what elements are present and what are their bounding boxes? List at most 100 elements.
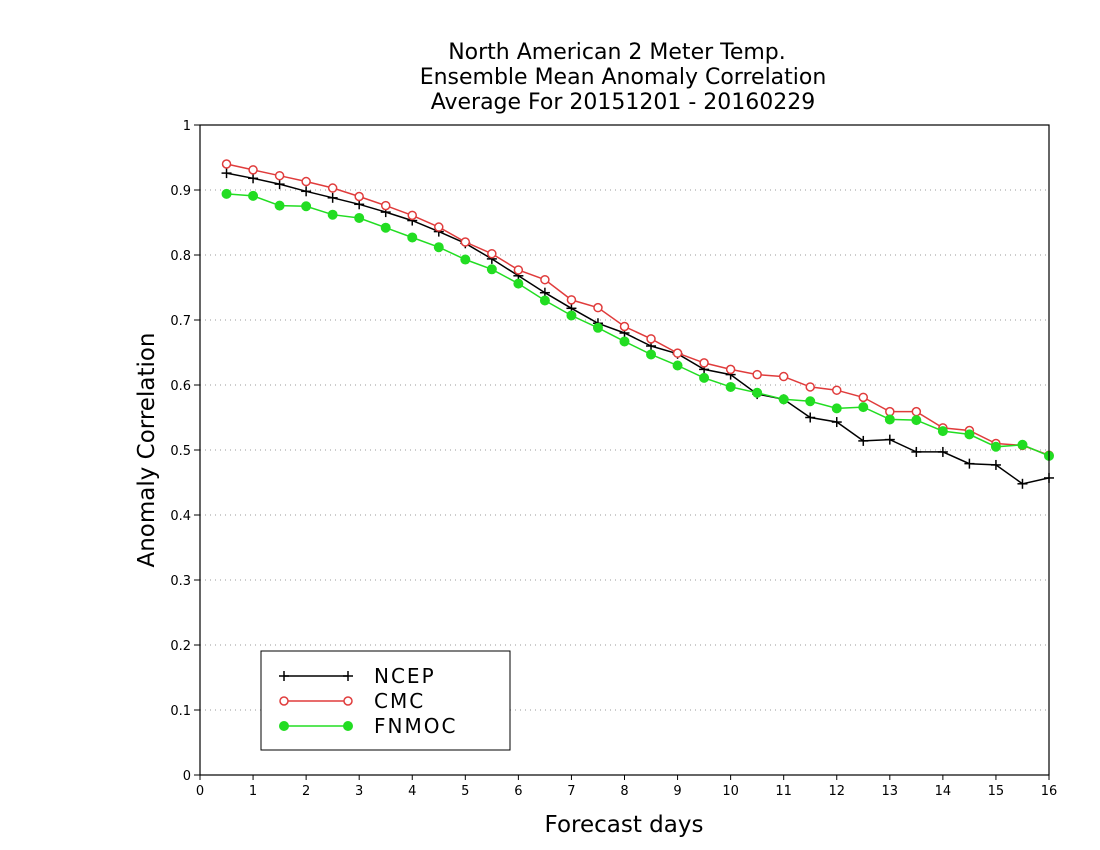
y-tick-label: 0.4: [170, 509, 191, 524]
legend-marker: [279, 721, 289, 731]
cmc-point: [699, 358, 709, 368]
cmc-point: [380, 200, 391, 211]
fnmoc-point: [460, 254, 471, 265]
fnmoc-point: [592, 322, 603, 333]
fnmoc-point: [964, 429, 975, 440]
fnmoc-point: [433, 242, 444, 253]
cmc-point: [487, 248, 497, 259]
cmc-point: [885, 406, 895, 417]
x-tick-label: 8: [620, 784, 628, 799]
ncep-point: [831, 417, 842, 428]
x-tick-label: 3: [355, 784, 363, 799]
y-tick-label: 0.5: [170, 444, 191, 459]
fnmoc-point: [752, 387, 763, 398]
y-tick-label: 0.2: [170, 639, 191, 654]
x-axis-label: Forecast days: [545, 812, 704, 838]
fnmoc-point: [911, 415, 922, 426]
legend-label: NCEP: [374, 664, 436, 688]
x-tick-label: 0: [196, 784, 204, 799]
fnmoc-point: [725, 381, 736, 392]
fnmoc-point: [539, 295, 550, 306]
fnmoc-point: [486, 264, 497, 275]
cmc-point: [407, 210, 417, 221]
cmc-point: [513, 265, 524, 275]
cmc-point: [832, 385, 842, 395]
cmc-point: [593, 302, 603, 313]
series-line-ncep: [226, 172, 1050, 485]
y-tick-label: 0.9: [170, 184, 191, 199]
cmc-point: [566, 295, 577, 305]
cmc-point: [805, 382, 815, 392]
y-tick-label: 0: [183, 769, 191, 784]
x-tick-label: 11: [775, 784, 792, 799]
cmc-point: [778, 371, 789, 382]
fnmoc-point: [566, 310, 577, 321]
ncep-point: [805, 412, 816, 423]
cmc-point: [725, 364, 736, 375]
ncep-point: [858, 435, 869, 446]
y-tick-label: 0.3: [170, 574, 191, 589]
legend-label: CMC: [374, 689, 425, 713]
legend-marker: [343, 721, 353, 731]
fnmoc-point: [301, 201, 312, 212]
ncep-point: [911, 446, 922, 457]
ncep-point: [301, 186, 312, 197]
fnmoc-point: [619, 336, 630, 347]
y-axis-label: Anomaly Correlation: [134, 332, 160, 567]
series-cmc: [221, 159, 1054, 460]
x-tick-label: 16: [1041, 784, 1058, 799]
cmc-point: [619, 321, 630, 332]
fnmoc-point: [990, 441, 1001, 452]
title-line-1: North American 2 Meter Temp.: [448, 40, 786, 65]
title-line-3: Average For 20151201 - 20160229: [431, 90, 816, 115]
legend-marker: [279, 671, 289, 681]
ncep-point: [884, 434, 895, 445]
series-line-cmc: [226, 163, 1050, 456]
cmc-point: [354, 191, 364, 202]
y-axis: 0 0.1 0.2 0.3 0.4 0.5 0.6 0.7 0.8 0.9 1: [170, 119, 200, 784]
ncep-point: [990, 459, 1001, 470]
fnmoc-point: [274, 200, 285, 211]
grid-lines: [200, 189, 1049, 711]
series-fnmoc: [221, 188, 1054, 461]
x-tick-label: 10: [722, 784, 739, 799]
fnmoc-point: [1017, 439, 1028, 450]
cmc-point: [460, 237, 471, 247]
fnmoc-point: [937, 426, 948, 437]
x-tick-label: 2: [302, 784, 310, 799]
ncep-point: [937, 446, 948, 457]
y-tick-label: 0.6: [170, 379, 191, 394]
cmc-point: [858, 392, 869, 403]
x-tick-label: 4: [408, 784, 416, 799]
x-tick-label: 13: [882, 784, 899, 799]
fnmoc-point: [672, 360, 683, 371]
x-tick-label: 7: [567, 784, 575, 799]
legend-marker: [343, 696, 353, 706]
fnmoc-point: [513, 278, 524, 289]
x-tick-label: 5: [461, 784, 469, 799]
ncep-point: [274, 179, 285, 190]
fnmoc-point: [248, 190, 259, 201]
fnmoc-point: [831, 403, 842, 414]
fnmoc-point: [407, 232, 418, 243]
chart-title: North American 2 Meter Temp. Ensemble Me…: [420, 40, 827, 115]
cmc-point: [221, 159, 232, 169]
fnmoc-point: [805, 396, 816, 407]
fnmoc-point: [778, 394, 789, 405]
fnmoc-point: [380, 222, 391, 233]
cmc-point: [646, 334, 656, 344]
ncep-point: [964, 458, 975, 469]
cmc-point: [301, 176, 311, 187]
x-axis: 0 1 2 3 4 5 6 7 8 9 10 11 12 13 14 15 16: [196, 775, 1057, 799]
legend-item-cmc: CMC: [279, 689, 425, 713]
x-tick-label: 14: [935, 784, 952, 799]
legend-item-fnmoc: FNMOC: [279, 714, 455, 738]
ncep-point: [1017, 478, 1028, 489]
x-tick-label: 15: [988, 784, 1005, 799]
fnmoc-point: [354, 212, 365, 223]
fnmoc-point: [699, 372, 710, 383]
cmc-point: [434, 222, 444, 232]
y-tick-label: 0.8: [170, 249, 191, 264]
